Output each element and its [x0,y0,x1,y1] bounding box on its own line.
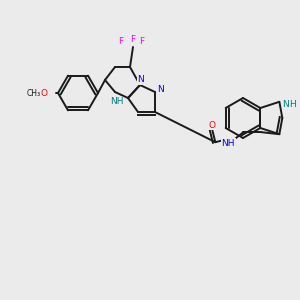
Text: N: N [282,100,289,109]
Text: O: O [40,88,47,98]
Text: CH₃: CH₃ [27,89,41,98]
Text: F: F [118,38,124,46]
Text: H: H [289,100,296,109]
Text: F: F [140,38,145,46]
Text: F: F [130,34,136,43]
Text: N: N [138,76,144,85]
Text: N: N [157,85,164,94]
Text: O: O [209,121,216,130]
Text: NH: NH [110,98,123,106]
Text: NH: NH [222,139,235,148]
